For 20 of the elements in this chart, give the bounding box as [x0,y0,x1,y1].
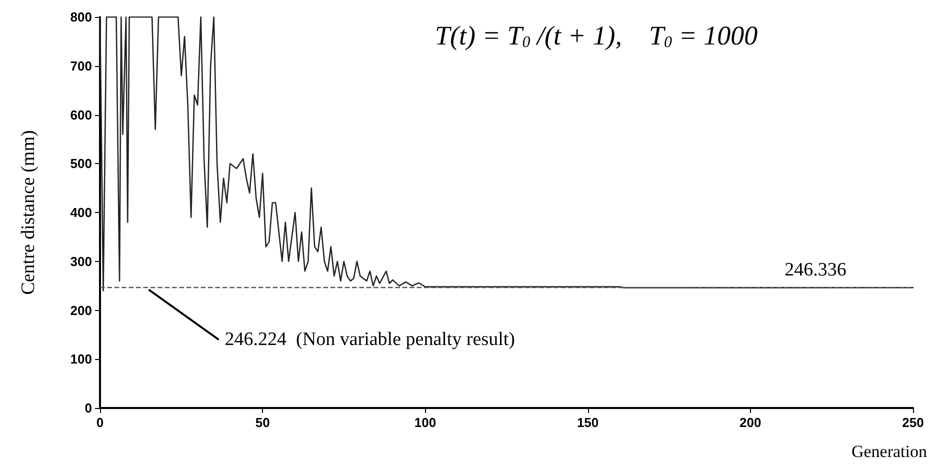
y-tick-label: 400 [70,205,92,220]
y-axis-title: Centre distance (mm) [18,130,39,295]
y-tick-label: 300 [70,254,92,269]
y-tick-label: 100 [70,352,92,367]
y-tick-label: 700 [70,58,92,74]
y-tick-label: 500 [70,156,92,172]
x-tick-label: 250 [902,415,924,430]
x-tick-label: 200 [740,415,762,430]
y-tick-label: 600 [70,107,92,122]
x-axis-title: Generation [851,442,928,461]
x-tick-label: 150 [576,415,599,430]
ref-line-label: 246.224 (Non variable penalty result) [224,329,515,350]
line-series [99,16,914,292]
x-tick-label: 50 [255,415,270,430]
x-tick-label: 100 [414,415,436,430]
y-tick-label: 200 [70,302,92,318]
annotation: 246.336 [784,260,846,281]
y-tick-label: 800 [70,10,92,24]
y-tick-label: 0 [84,400,92,416]
x-tick-label: 0 [96,415,104,430]
